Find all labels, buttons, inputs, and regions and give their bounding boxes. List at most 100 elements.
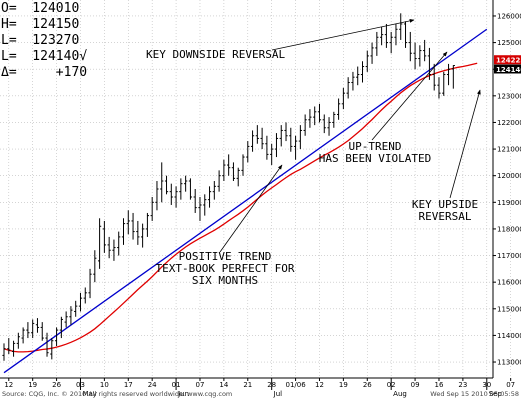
- y-tick-label: 113000: [497, 359, 521, 367]
- ohlc-bar: [136, 220, 140, 245]
- ohlc-bars: [2, 13, 455, 361]
- annotation-arrow: [371, 51, 448, 141]
- ohlc-bar: [375, 31, 379, 56]
- ohlc-bar: [255, 125, 259, 144]
- ohlc-bar: [356, 66, 360, 86]
- ohlc-bar: [427, 47, 432, 80]
- ohlc-bar: [365, 50, 369, 72]
- ma-price-tag: [494, 55, 521, 65]
- y-tick-label: 122000: [497, 119, 521, 127]
- ohlc-bar: [451, 64, 455, 89]
- ma-price-tag-label: 124225: [496, 57, 521, 65]
- y-tick-label: 126000: [497, 12, 521, 20]
- annotation-line: UP-TREND: [349, 140, 402, 153]
- ohlc-bar: [346, 77, 350, 99]
- ohlc-bar: [59, 316, 63, 339]
- ohlc-bar: [188, 178, 193, 200]
- annotation-line: REVERSAL: [419, 210, 472, 223]
- x-tick-label: 12: [4, 381, 13, 389]
- y-tick-label: 117000: [497, 252, 521, 260]
- ohlc-bar: [236, 167, 240, 187]
- moving-average-layer: [3, 62, 478, 353]
- ohlc-bar: [227, 154, 231, 176]
- ohlc-bar: [141, 223, 145, 248]
- ohlc-bar: [131, 212, 135, 240]
- y-tick-label: 116000: [497, 279, 521, 287]
- last-price-tag: [494, 64, 521, 74]
- ohlc-bar: [432, 63, 436, 91]
- ohlc-bar: [50, 338, 54, 360]
- ohlc-bar: [298, 125, 302, 150]
- ohlc-bar: [341, 87, 345, 110]
- x-tick-label: 12: [315, 381, 324, 389]
- ohlc-bar: [250, 130, 255, 152]
- open-value: O= 124010: [1, 1, 80, 16]
- annotation-line: KEY DOWNSIDE REVERSAL: [146, 48, 285, 61]
- timestamp-footer: Wed Sep 15 2010 05:05:58: [430, 390, 519, 398]
- last-price-tag-label: 124140: [496, 66, 521, 74]
- annotation-line: HAS BEEN VIOLATED: [319, 152, 432, 165]
- trendline-layer: [3, 28, 488, 374]
- x-tick-label: 24: [148, 381, 157, 389]
- ohlc-bar: [351, 71, 355, 91]
- x-tick-label: 26: [52, 381, 61, 389]
- ohlc-bar: [293, 135, 298, 160]
- ohlc-bar: [21, 327, 25, 344]
- y-tick-label: 118000: [497, 225, 521, 233]
- last-value: L= 124140√: [1, 49, 88, 64]
- ohlc-readout: O= 124010 H= 124150 L= 123270 L= 124140√…: [1, 1, 87, 81]
- y-tick-label: 115000: [497, 305, 521, 313]
- x-tick-label: 17: [124, 381, 133, 389]
- annotation-line: KEY UPSIDE: [412, 198, 478, 211]
- low-value: L= 123270: [1, 33, 80, 48]
- ohlc-bar: [121, 218, 126, 245]
- ohlc-bar: [279, 125, 283, 147]
- y-tick-label: 120000: [497, 172, 521, 180]
- x-tick-label: 23: [458, 381, 467, 389]
- ohlc-bar: [69, 306, 73, 325]
- annotation-arrow: [271, 19, 415, 51]
- ohlc-bar: [107, 236, 111, 259]
- ohlc-bar: [16, 332, 20, 349]
- ohlc-bar: [418, 45, 422, 67]
- ohlc-bar: [98, 218, 102, 269]
- ohlc-bar: [446, 63, 451, 86]
- annotation-downside: KEY DOWNSIDE REVERSAL: [146, 19, 415, 61]
- ohlc-bar: [74, 300, 78, 317]
- ohlc-bar: [308, 109, 312, 128]
- ohlc-bar: [212, 181, 216, 200]
- ohlc-bar: [322, 114, 326, 134]
- ohlc-bar: [179, 178, 183, 200]
- x-tick-label: 26: [363, 381, 372, 389]
- high-value: H= 124150: [1, 17, 80, 32]
- ohlc-bar: [360, 61, 365, 83]
- ohlc-bar: [193, 189, 197, 213]
- ohlc-bar: [384, 23, 388, 48]
- x-tick-label: 19: [28, 381, 37, 389]
- x-month-label: Sep: [489, 390, 503, 398]
- ohlc-bar: [184, 175, 188, 192]
- ohlc-bar: [126, 210, 130, 235]
- ohlc-bar: [198, 196, 202, 221]
- ohlc-bar: [88, 268, 92, 299]
- source-footer: Source: CQG, Inc. © 2010 All rights rese…: [2, 390, 233, 398]
- x-tick-label: 01/06: [285, 381, 306, 389]
- trendline: [3, 28, 488, 374]
- ohlc-bar: [64, 311, 68, 328]
- ohlc-bar: [150, 196, 154, 221]
- ohlc-bar: [2, 343, 6, 361]
- ohlc-bar: [11, 340, 16, 357]
- ohlc-bar: [93, 250, 97, 283]
- x-tick-label: 07: [506, 381, 515, 389]
- ohlc-bar: [203, 194, 207, 216]
- ohlc-bar: [313, 106, 317, 126]
- ohlc-bar: [117, 231, 121, 256]
- ohlc-bar: [260, 127, 264, 150]
- ohlc-bar: [217, 170, 221, 192]
- change-value: Δ= +170: [1, 65, 88, 80]
- ohlc-bar: [26, 322, 30, 339]
- ohlc-bar: [40, 322, 44, 341]
- ohlc-bar: [164, 175, 169, 195]
